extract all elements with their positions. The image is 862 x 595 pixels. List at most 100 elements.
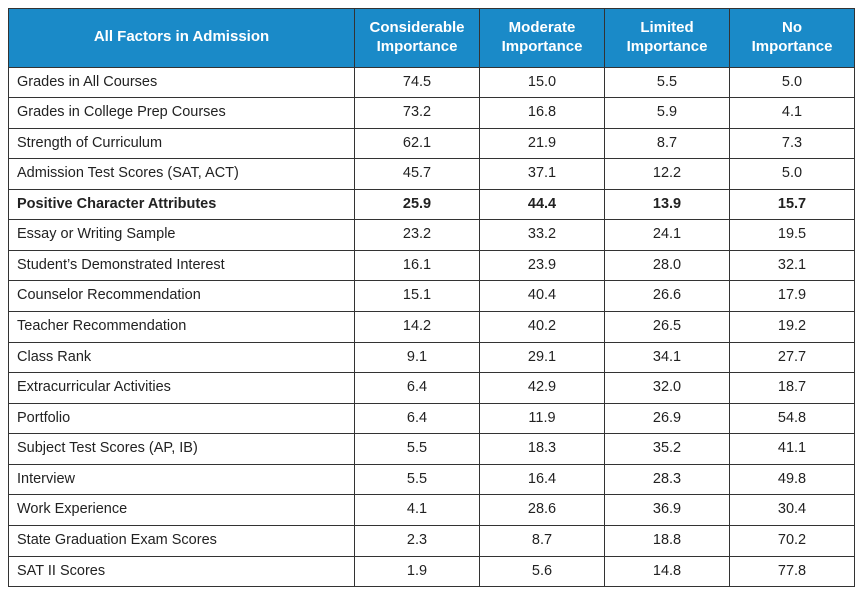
cell-considerable: 9.1 xyxy=(355,342,480,373)
cell-none: 17.9 xyxy=(730,281,855,312)
cell-moderate: 29.1 xyxy=(480,342,605,373)
cell-factor: SAT II Scores xyxy=(9,556,355,587)
table-row: Counselor Recommendation15.140.426.617.9 xyxy=(9,281,855,312)
cell-none: 32.1 xyxy=(730,250,855,281)
cell-factor: Teacher Recommendation xyxy=(9,312,355,343)
cell-factor: Positive Character Attributes xyxy=(9,189,355,220)
admissions-factors-table: All Factors in Admission ConsiderableImp… xyxy=(8,8,855,587)
table-row: Work Experience4.128.636.930.4 xyxy=(9,495,855,526)
cell-factor: Counselor Recommendation xyxy=(9,281,355,312)
cell-none: 49.8 xyxy=(730,464,855,495)
cell-limited: 28.0 xyxy=(605,250,730,281)
table-row: Essay or Writing Sample23.233.224.119.5 xyxy=(9,220,855,251)
cell-limited: 12.2 xyxy=(605,159,730,190)
cell-limited: 5.9 xyxy=(605,98,730,129)
cell-limited: 26.5 xyxy=(605,312,730,343)
cell-limited: 35.2 xyxy=(605,434,730,465)
table-row: Extracurricular Activities6.442.932.018.… xyxy=(9,373,855,404)
cell-factor: Admission Test Scores (SAT, ACT) xyxy=(9,159,355,190)
cell-moderate: 37.1 xyxy=(480,159,605,190)
cell-considerable: 74.5 xyxy=(355,67,480,98)
table-row: Grades in College Prep Courses73.216.85.… xyxy=(9,98,855,129)
cell-none: 5.0 xyxy=(730,67,855,98)
table-header-row: All Factors in Admission ConsiderableImp… xyxy=(9,9,855,68)
cell-limited: 34.1 xyxy=(605,342,730,373)
table-row: Subject Test Scores (AP, IB)5.518.335.24… xyxy=(9,434,855,465)
cell-none: 4.1 xyxy=(730,98,855,129)
cell-limited: 32.0 xyxy=(605,373,730,404)
cell-limited: 8.7 xyxy=(605,128,730,159)
cell-factor: Essay or Writing Sample xyxy=(9,220,355,251)
table-row: Positive Character Attributes25.944.413.… xyxy=(9,189,855,220)
table-row: SAT II Scores1.95.614.877.8 xyxy=(9,556,855,587)
cell-considerable: 73.2 xyxy=(355,98,480,129)
cell-factor: Work Experience xyxy=(9,495,355,526)
cell-moderate: 18.3 xyxy=(480,434,605,465)
cell-factor: State Graduation Exam Scores xyxy=(9,525,355,556)
cell-considerable: 62.1 xyxy=(355,128,480,159)
cell-factor: Student’s Demonstrated Interest xyxy=(9,250,355,281)
cell-limited: 36.9 xyxy=(605,495,730,526)
cell-factor: Interview xyxy=(9,464,355,495)
cell-moderate: 23.9 xyxy=(480,250,605,281)
cell-considerable: 5.5 xyxy=(355,464,480,495)
cell-considerable: 2.3 xyxy=(355,525,480,556)
cell-limited: 14.8 xyxy=(605,556,730,587)
cell-none: 19.5 xyxy=(730,220,855,251)
cell-considerable: 5.5 xyxy=(355,434,480,465)
cell-none: 30.4 xyxy=(730,495,855,526)
cell-none: 27.7 xyxy=(730,342,855,373)
table-row: Portfolio6.411.926.954.8 xyxy=(9,403,855,434)
cell-moderate: 16.8 xyxy=(480,98,605,129)
table-row: Strength of Curriculum62.121.98.77.3 xyxy=(9,128,855,159)
cell-moderate: 16.4 xyxy=(480,464,605,495)
cell-none: 70.2 xyxy=(730,525,855,556)
table-row: Class Rank9.129.134.127.7 xyxy=(9,342,855,373)
cell-moderate: 42.9 xyxy=(480,373,605,404)
cell-considerable: 15.1 xyxy=(355,281,480,312)
cell-moderate: 40.2 xyxy=(480,312,605,343)
cell-considerable: 4.1 xyxy=(355,495,480,526)
col-header-moderate: ModerateImportance xyxy=(480,9,605,68)
cell-considerable: 14.2 xyxy=(355,312,480,343)
cell-factor: Grades in College Prep Courses xyxy=(9,98,355,129)
cell-considerable: 16.1 xyxy=(355,250,480,281)
table-row: Admission Test Scores (SAT, ACT)45.737.1… xyxy=(9,159,855,190)
cell-factor: Subject Test Scores (AP, IB) xyxy=(9,434,355,465)
cell-considerable: 1.9 xyxy=(355,556,480,587)
cell-none: 15.7 xyxy=(730,189,855,220)
cell-limited: 24.1 xyxy=(605,220,730,251)
cell-factor: Extracurricular Activities xyxy=(9,373,355,404)
table-row: Student’s Demonstrated Interest16.123.92… xyxy=(9,250,855,281)
col-header-factors: All Factors in Admission xyxy=(9,9,355,68)
cell-limited: 28.3 xyxy=(605,464,730,495)
cell-factor: Strength of Curriculum xyxy=(9,128,355,159)
cell-moderate: 40.4 xyxy=(480,281,605,312)
col-header-none: NoImportance xyxy=(730,9,855,68)
cell-moderate: 28.6 xyxy=(480,495,605,526)
cell-none: 54.8 xyxy=(730,403,855,434)
cell-moderate: 15.0 xyxy=(480,67,605,98)
cell-moderate: 5.6 xyxy=(480,556,605,587)
col-header-limited: LimitedImportance xyxy=(605,9,730,68)
cell-limited: 5.5 xyxy=(605,67,730,98)
table-row: Teacher Recommendation14.240.226.519.2 xyxy=(9,312,855,343)
cell-considerable: 6.4 xyxy=(355,403,480,434)
cell-moderate: 21.9 xyxy=(480,128,605,159)
cell-limited: 26.6 xyxy=(605,281,730,312)
cell-moderate: 8.7 xyxy=(480,525,605,556)
cell-none: 41.1 xyxy=(730,434,855,465)
cell-considerable: 23.2 xyxy=(355,220,480,251)
cell-none: 18.7 xyxy=(730,373,855,404)
table-row: Interview5.516.428.349.8 xyxy=(9,464,855,495)
col-header-considerable: ConsiderableImportance xyxy=(355,9,480,68)
cell-considerable: 25.9 xyxy=(355,189,480,220)
cell-moderate: 33.2 xyxy=(480,220,605,251)
cell-moderate: 11.9 xyxy=(480,403,605,434)
cell-limited: 18.8 xyxy=(605,525,730,556)
cell-none: 77.8 xyxy=(730,556,855,587)
table-body: Grades in All Courses74.515.05.55.0Grade… xyxy=(9,67,855,587)
cell-limited: 13.9 xyxy=(605,189,730,220)
cell-factor: Grades in All Courses xyxy=(9,67,355,98)
cell-factor: Portfolio xyxy=(9,403,355,434)
